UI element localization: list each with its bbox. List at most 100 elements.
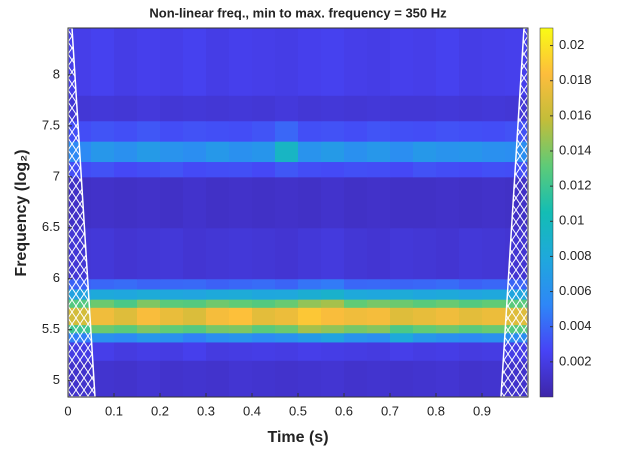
heatmap-cell: [390, 176, 414, 229]
heatmap-cell: [298, 341, 322, 361]
colorbar-tick-label: 0.014: [559, 142, 592, 157]
heatmap-cell: [183, 227, 207, 280]
heatmap-cell: [436, 120, 460, 142]
heatmap-cell: [183, 307, 207, 326]
heatmap-cell: [390, 341, 414, 361]
heatmap-cell: [344, 227, 368, 280]
heatmap-cell: [183, 95, 207, 122]
heatmap-cell: [114, 299, 138, 308]
heatmap-cell: [160, 28, 184, 96]
heatmap-cell: [206, 176, 230, 229]
heatmap-cell: [367, 28, 391, 96]
heatmap-cell: [413, 95, 437, 122]
heatmap-cell: [367, 227, 391, 280]
heatmap-cell: [436, 227, 460, 280]
heatmap-cell: [367, 324, 391, 334]
heatmap-cell: [436, 332, 460, 343]
heatmap-cell: [206, 324, 230, 334]
heatmap-cell: [482, 360, 506, 398]
heatmap-cell: [298, 307, 322, 326]
heatmap-cell: [91, 161, 115, 178]
heatmap-cell: [321, 341, 345, 361]
heatmap-cell: [459, 161, 483, 178]
heatmap-cell: [183, 278, 207, 290]
heatmap-cell: [275, 324, 299, 334]
heatmap-cell: [114, 161, 138, 178]
heatmap-cell: [137, 120, 161, 142]
heatmap-cell: [275, 227, 299, 280]
heatmap-cell: [344, 288, 368, 300]
heatmap-cell: [344, 307, 368, 326]
heatmap-cell: [367, 341, 391, 361]
heatmap-cell: [137, 360, 161, 398]
colorbar: [539, 27, 554, 398]
heatmap-cell: [482, 120, 506, 142]
heatmap-cell: [206, 299, 230, 308]
chart-title: Non-linear freq., min to max. frequency …: [149, 5, 447, 20]
heatmap-cell: [114, 141, 138, 163]
heatmap-cell: [482, 278, 506, 290]
heatmap-cell: [160, 307, 184, 326]
heatmap-cell: [160, 332, 184, 343]
heatmap-cell: [91, 141, 115, 163]
x-tick-label: 0.7: [381, 403, 399, 418]
heatmap-cell: [275, 161, 299, 178]
heatmap-cell: [252, 307, 276, 326]
heatmap-cell: [183, 176, 207, 229]
heatmap-cell: [91, 176, 115, 229]
heatmap-cell: [183, 324, 207, 334]
heatmap-cell: [183, 288, 207, 300]
heatmap-cell: [137, 141, 161, 163]
y-tick-label: 5.5: [42, 321, 60, 336]
heatmap-cell: [298, 141, 322, 163]
heatmap-cell: [321, 176, 345, 229]
heatmap-cell: [183, 341, 207, 361]
heatmap-cell: [275, 141, 299, 163]
heatmap-cell: [367, 332, 391, 343]
x-tick-label: 0.8: [427, 403, 445, 418]
heatmap-cell: [390, 227, 414, 280]
heatmap-cell: [252, 360, 276, 398]
heatmap-cell: [321, 324, 345, 334]
heatmap-cell: [459, 95, 483, 122]
heatmap-cell: [252, 141, 276, 163]
heatmap-cell: [91, 120, 115, 142]
heatmap-cell: [183, 141, 207, 163]
heatmap-cell: [482, 95, 506, 122]
colorbar-tick-label: 0.016: [559, 107, 592, 122]
heatmap-cell: [413, 141, 437, 163]
heatmap-cell: [321, 141, 345, 163]
y-tick-label: 6: [53, 270, 60, 285]
heatmap-cell: [252, 324, 276, 334]
heatmap-cell: [183, 360, 207, 398]
heatmap-cell: [390, 299, 414, 308]
heatmap-cell: [206, 141, 230, 163]
heatmap-cell: [459, 227, 483, 280]
heatmap-cell: [390, 95, 414, 122]
heatmap-cell: [367, 360, 391, 398]
heatmap-cell: [206, 95, 230, 122]
heatmap-cell: [390, 161, 414, 178]
heatmap-cell: [229, 341, 253, 361]
heatmap-cell: [367, 95, 391, 122]
heatmap-cell: [252, 28, 276, 96]
heatmap-cell: [91, 95, 115, 122]
colorbar-tick-label: 0.002: [559, 353, 592, 368]
heatmap-cell: [344, 141, 368, 163]
heatmap-cell: [160, 176, 184, 229]
heatmap-cell: [321, 288, 345, 300]
heatmap-cell: [206, 227, 230, 280]
heatmap-cell: [229, 360, 253, 398]
heatmap-cell: [298, 120, 322, 142]
colorbar-tick-label: 0.018: [559, 72, 592, 87]
heatmap-cell: [413, 288, 437, 300]
heatmap-cell: [298, 324, 322, 334]
heatmap-cell: [91, 332, 115, 343]
heatmap-cell: [137, 95, 161, 122]
heatmap-cell: [229, 141, 253, 163]
heatmap-cell: [160, 278, 184, 290]
heatmap-cell: [344, 161, 368, 178]
heatmap-cell: [459, 176, 483, 229]
heatmap-cell: [183, 28, 207, 96]
